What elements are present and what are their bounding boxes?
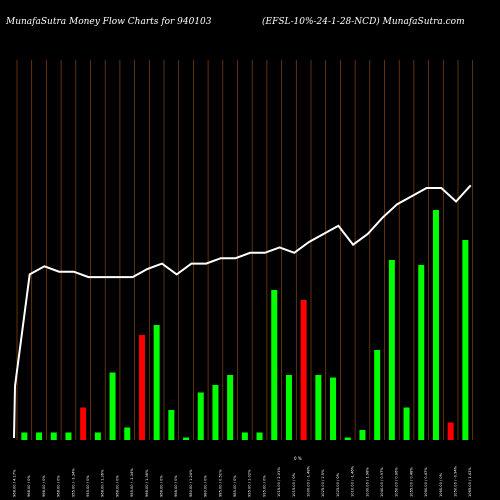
x-tick-label: 980.00 / 0% xyxy=(204,475,208,497)
flow-bar xyxy=(94,432,101,440)
x-tick-label: 1030.00 / 1.98% xyxy=(365,467,369,497)
x-tick-label: 1055.00 / 0.48% xyxy=(409,467,413,497)
flow-bar xyxy=(447,422,454,440)
x-tick-label: 968.00 / 0% xyxy=(57,475,61,497)
x-tick-label: 968.00 / 0% xyxy=(160,475,164,497)
x-tick-label: 955.00 / -1.34% xyxy=(71,468,75,497)
flow-bar xyxy=(65,432,72,440)
x-tick-label: 968.00 / 0% xyxy=(115,475,119,497)
flow-bar xyxy=(227,375,234,440)
x-tick-label: 1060.00 / 0% xyxy=(439,472,443,497)
money-flow-bars xyxy=(21,210,469,440)
x-tick-label: 968.00 / 1.36% xyxy=(101,469,105,497)
flow-bar xyxy=(388,260,395,440)
x-tick-label: 995.00 / 0% xyxy=(262,475,266,497)
flow-bar xyxy=(168,410,175,440)
flow-bar xyxy=(271,290,278,440)
x-tick-label: 968.00 / 0% xyxy=(27,475,31,497)
x-tick-label: 968.00 / 4.17% xyxy=(13,469,17,497)
price-line-layer xyxy=(13,184,472,439)
x-tick-label: 985.00 / 0.51% xyxy=(218,469,222,497)
flow-bar xyxy=(315,375,322,440)
x-tick-label: 1010.00 / -1.46% xyxy=(351,465,355,497)
flow-bar xyxy=(300,300,307,440)
x-tick-label: 968.00 / 0% xyxy=(174,475,178,497)
flow-bar xyxy=(241,432,248,440)
flow-bar xyxy=(212,385,219,440)
chart-header-right: (EFSL-10%-24-1-28-NCD) MunafaSutra.com xyxy=(262,16,465,27)
flow-bar xyxy=(183,437,190,440)
price-line xyxy=(14,184,472,387)
flow-bar xyxy=(124,427,131,440)
x-tick-label: 955.00 / 0% xyxy=(86,475,90,497)
x-tick-label: 980.00 / 1.24% xyxy=(189,469,193,497)
vertical-grid-lines xyxy=(16,60,474,440)
flow-bar xyxy=(418,265,425,440)
flow-bar xyxy=(109,372,116,440)
chart-header-left: MunafaSutra Money Flow Charts for 940103 xyxy=(5,17,212,27)
x-tick-label: 985.00 / 0% xyxy=(233,475,237,497)
flow-bar xyxy=(403,407,410,440)
flow-bar xyxy=(21,432,28,440)
x-tick-label: 955.00 / -1.34% xyxy=(130,468,134,497)
flow-bar xyxy=(359,430,366,440)
x-tick-label: 1000.00 / -1.48% xyxy=(307,465,311,497)
x-tick-label: 1025.00 / 2.5% xyxy=(321,469,325,497)
x-tick-label: 1040.00 / 0.97% xyxy=(380,467,384,497)
x-tick-label: 1050.00 / 0.96% xyxy=(395,467,399,497)
flow-bar xyxy=(432,210,439,440)
x-tick-label: 1050.00 / -0.94% xyxy=(454,465,458,497)
chart-annotation: 0 % xyxy=(294,456,302,461)
flow-bar xyxy=(330,377,337,440)
x-tick-label: 1015.00 / 0% xyxy=(292,472,296,497)
x-axis-labels: 968.00 / 4.17% 968.00 / 0% 968.00 / 0% 968.… xyxy=(13,465,473,497)
flow-bar xyxy=(462,240,469,440)
flow-bar xyxy=(374,350,381,440)
flow-bar xyxy=(153,325,160,440)
x-tick-label: 995.00 / 1.02% xyxy=(248,469,252,497)
price-line-lead xyxy=(13,385,16,439)
flow-bar xyxy=(80,407,87,440)
flow-bar xyxy=(36,432,43,440)
flow-bar xyxy=(138,335,145,440)
x-tick-label: 1065.00 / 1.43% xyxy=(468,467,472,497)
x-tick-label: 1060.00 / 0.47% xyxy=(424,467,428,497)
flow-bar xyxy=(50,432,57,440)
flow-bar xyxy=(285,375,292,440)
x-tick-label: 1025.00 / 0% xyxy=(336,472,340,497)
x-tick-label: 968.00 / 1.36% xyxy=(145,469,149,497)
flow-bar xyxy=(197,392,204,440)
flow-bar xyxy=(256,432,263,440)
x-tick-label: 968.00 / 0% xyxy=(42,475,46,497)
x-tick-label: 1015.00 / 2.01% xyxy=(277,467,281,497)
flow-bar xyxy=(344,437,351,440)
